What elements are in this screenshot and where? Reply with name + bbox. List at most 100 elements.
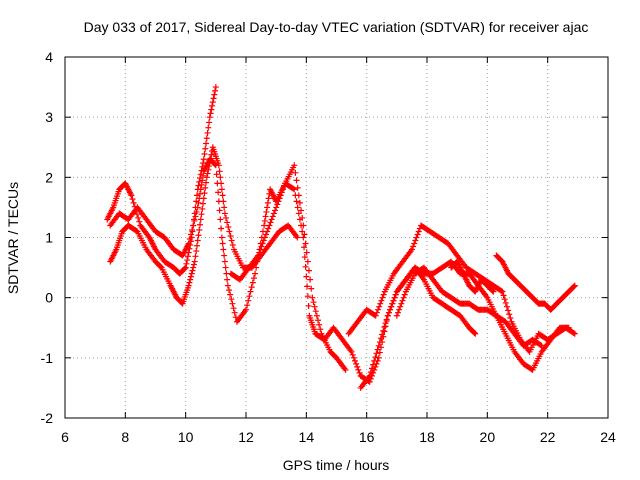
data-point-marker	[204, 170, 211, 177]
data-point-marker	[302, 240, 309, 247]
data-point-marker	[275, 198, 282, 205]
data-point-marker	[265, 225, 272, 232]
data-point-marker	[538, 342, 545, 349]
data-point-marker	[501, 296, 508, 303]
data-point-marker	[191, 217, 198, 224]
data-point-marker	[208, 106, 215, 113]
data-point-marker	[203, 140, 210, 147]
data-point-marker	[500, 292, 507, 299]
data-point-marker	[190, 264, 197, 271]
data-point-marker	[296, 216, 303, 223]
data-point-marker	[200, 200, 207, 207]
data-point-marker	[350, 354, 357, 361]
data-point-marker	[298, 207, 305, 214]
data-point-marker	[313, 312, 320, 319]
data-point-marker	[304, 293, 311, 300]
data-point-marker	[224, 219, 231, 226]
data-point-marker	[490, 288, 497, 295]
data-point-marker	[204, 129, 211, 136]
data-point-marker	[202, 184, 209, 191]
data-point-marker	[415, 228, 422, 235]
data-point-marker	[375, 354, 382, 361]
data-point-marker	[571, 330, 578, 337]
x-tick-label: 10	[178, 429, 194, 445]
data-point-marker	[309, 294, 316, 301]
data-point-marker	[258, 243, 265, 250]
data-point-marker	[228, 296, 235, 303]
data-point-marker	[292, 169, 299, 176]
data-point-marker	[213, 171, 220, 178]
data-point-marker	[201, 151, 208, 158]
data-point-marker	[376, 349, 383, 356]
data-point-marker	[202, 145, 209, 152]
data-point-marker	[200, 156, 207, 163]
data-point-marker	[303, 249, 310, 256]
data-point-marker	[372, 312, 379, 319]
data-point-marker	[384, 312, 391, 319]
data-point-marker	[193, 208, 200, 215]
data-point-marker	[200, 172, 207, 179]
data-point-marker	[190, 261, 197, 268]
data-point-marker	[273, 204, 280, 211]
data-point-marker	[212, 162, 219, 169]
data-point-marker	[316, 321, 323, 328]
data-point-marker	[226, 228, 233, 235]
data-point-marker	[292, 192, 299, 199]
data-point-marker	[197, 216, 204, 223]
data-point-marker	[196, 178, 203, 185]
data-point-marker	[227, 232, 234, 239]
data-point-marker	[218, 225, 225, 232]
data-point-marker	[243, 306, 249, 313]
data-point-marker	[215, 198, 222, 205]
data-point-marker	[537, 342, 544, 349]
data-point-marker	[264, 204, 271, 211]
data-point-marker	[207, 110, 214, 117]
data-point-marker	[198, 211, 205, 218]
data-point-marker	[189, 226, 196, 233]
data-point-marker	[196, 190, 203, 197]
data-point-marker	[185, 240, 192, 247]
data-point-marker	[203, 135, 210, 142]
data-point-marker	[268, 216, 275, 223]
data-point-marker	[373, 309, 380, 316]
x-tick-label: 12	[238, 429, 254, 445]
y-tick-label: 1	[45, 230, 53, 246]
data-point-marker	[187, 276, 194, 283]
data-point-marker	[411, 240, 418, 247]
data-point-marker	[291, 186, 298, 193]
data-point-marker	[182, 264, 189, 271]
data-point-marker	[252, 270, 259, 277]
x-axis-label: GPS time / hours	[283, 457, 390, 473]
data-point-marker	[226, 287, 233, 294]
data-point-marker	[266, 222, 273, 229]
data-point-marker	[301, 244, 308, 251]
data-point-marker	[261, 222, 268, 229]
data-point-marker	[263, 208, 270, 215]
series-satellite-track-g	[393, 264, 545, 349]
data-point-marker	[200, 160, 207, 167]
x-tick-label: 16	[359, 429, 375, 445]
data-point-marker	[249, 279, 256, 286]
data-point-marker	[401, 291, 408, 298]
data-point-marker	[396, 306, 403, 313]
data-point-marker	[191, 258, 198, 265]
data-point-marker	[250, 275, 257, 282]
data-point-marker	[221, 204, 228, 211]
data-point-marker	[390, 297, 397, 304]
data-point-marker	[374, 346, 381, 353]
data-point-marker	[295, 210, 302, 217]
data-point-marker	[398, 300, 405, 307]
data-point-marker	[196, 226, 203, 233]
data-point-marker	[196, 195, 203, 202]
data-point-marker	[388, 303, 395, 310]
data-point-marker	[199, 177, 206, 184]
data-point-marker	[230, 305, 237, 312]
data-point-marker	[217, 174, 224, 181]
data-point-marker	[373, 360, 380, 367]
y-axis-label: SDTVAR / TECUs	[5, 182, 21, 294]
data-point-marker	[209, 102, 216, 109]
x-tick-label: 24	[600, 429, 616, 445]
data-point-marker	[218, 186, 225, 193]
data-point-marker	[276, 195, 283, 202]
